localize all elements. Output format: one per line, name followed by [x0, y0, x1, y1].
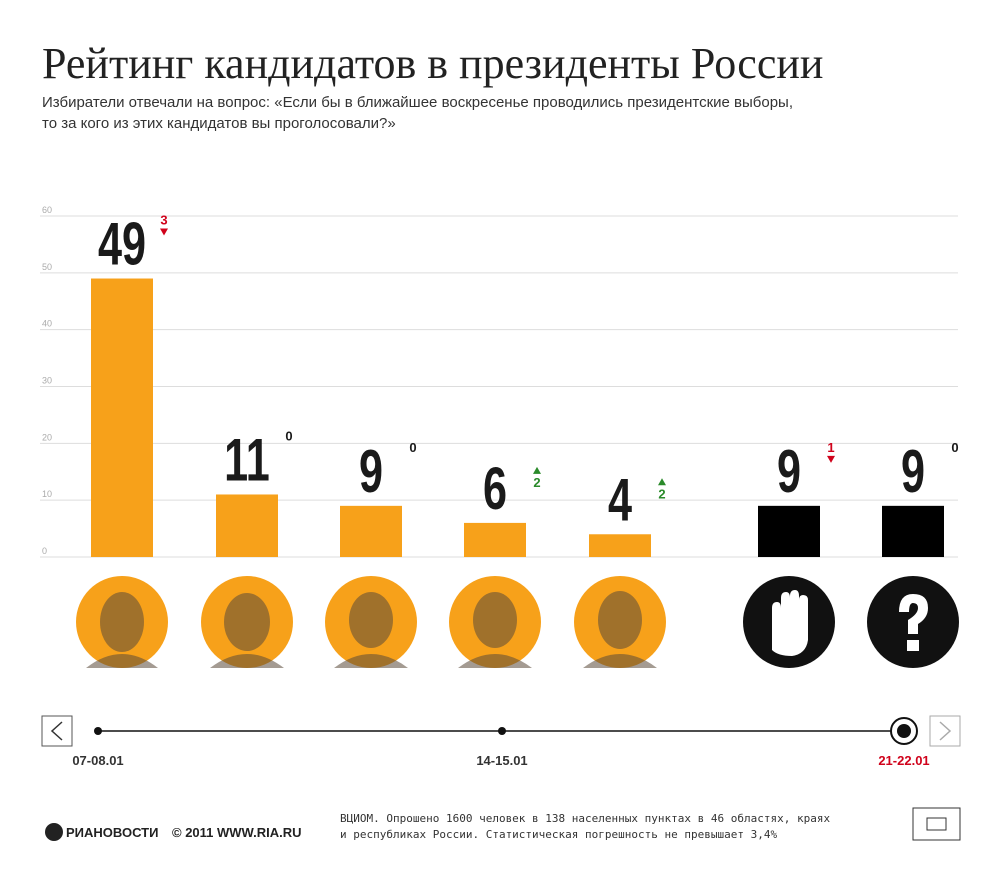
- copyright: © 2011 WWW.RIA.RU: [172, 825, 302, 840]
- change-label: 1: [827, 440, 834, 455]
- change-label: 0: [409, 440, 416, 455]
- y-tick-label: 10: [42, 489, 52, 499]
- subtitle: то за кого из этих кандидатов вы проголо…: [42, 115, 396, 132]
- faces: [86, 591, 657, 668]
- y-tick-label: 30: [42, 376, 52, 386]
- value-label: 4: [608, 467, 632, 534]
- timeline-dot: [94, 727, 102, 735]
- footer: РИАНОВОСТИ © 2011 WWW.RIA.RU ВЦИОМ. Опро…: [45, 807, 961, 841]
- change-label: 2: [533, 475, 540, 490]
- bar: [758, 505, 820, 557]
- value-label: 9: [777, 439, 801, 506]
- y-tick-label: 0: [42, 546, 47, 556]
- bar: [340, 505, 402, 557]
- timeline-date: 21-22.01: [878, 753, 929, 768]
- bar: [464, 522, 526, 557]
- timeline-dot: [498, 727, 506, 735]
- change-arrow: [533, 466, 541, 474]
- question-mark: [899, 594, 928, 634]
- bar: [882, 505, 944, 557]
- logo-mark: [45, 823, 63, 841]
- value-label: 49: [98, 212, 146, 279]
- fullscreen-button[interactable]: [912, 807, 961, 841]
- prev-button[interactable]: [41, 715, 73, 747]
- timeline-date: 14-15.01: [476, 753, 527, 768]
- change-label: 0: [951, 440, 958, 455]
- next-button[interactable]: [929, 715, 961, 747]
- change-label: 3: [160, 213, 167, 228]
- bar: [589, 534, 651, 557]
- value-label: 9: [359, 439, 383, 506]
- value-label: 6: [483, 456, 507, 523]
- y-tick-label: 60: [42, 205, 52, 215]
- y-tick-label: 50: [42, 262, 52, 272]
- change-arrow: [658, 478, 666, 486]
- prev-arrow: [50, 721, 63, 741]
- bar: [91, 278, 153, 557]
- icons: [76, 576, 959, 668]
- timeline-date: 07-08.01: [72, 753, 123, 768]
- hand: [772, 590, 808, 656]
- next-arrow: [939, 721, 952, 741]
- timeline-dot: [897, 724, 911, 738]
- value-label: 11: [224, 428, 270, 495]
- chart-title: Рейтинг кандидатов в президенты России: [42, 39, 823, 88]
- fullscreen-icon: [926, 817, 947, 831]
- subtitle: Избиратели отвечали на вопрос: «Если бы …: [42, 94, 793, 111]
- question-dot: [907, 640, 919, 651]
- source-note: ВЦИОМ. Опрошено 1600 человек в 138 насел…: [340, 812, 830, 825]
- source-note: и республиках России. Статистическая пог…: [340, 828, 777, 841]
- y-tick-label: 20: [42, 432, 52, 442]
- value-label: 9: [901, 439, 925, 506]
- change-label: 0: [285, 428, 292, 443]
- change-arrow: [160, 228, 168, 236]
- logo: РИАНОВОСТИ: [66, 825, 158, 840]
- y-tick-label: 40: [42, 319, 52, 329]
- bar: [216, 494, 278, 557]
- change-label: 2: [658, 486, 665, 501]
- change-arrow: [827, 455, 835, 463]
